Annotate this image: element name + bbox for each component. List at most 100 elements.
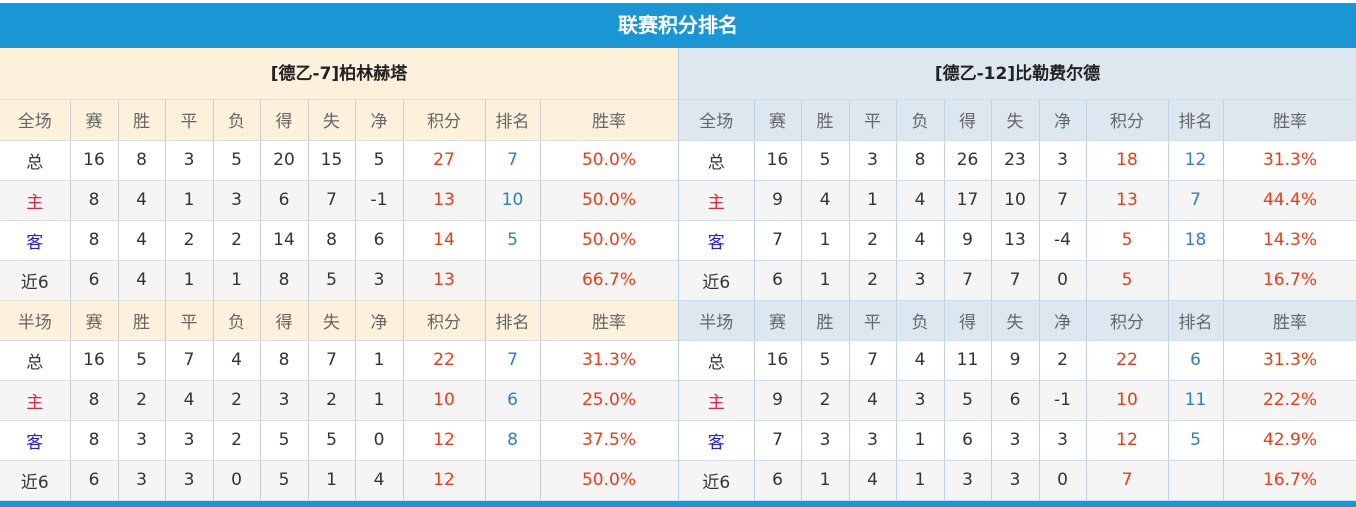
cell: 近6: [679, 260, 755, 301]
cell: 10: [1086, 380, 1169, 421]
column-header: 净: [355, 300, 404, 341]
cell: 22.2%: [1223, 380, 1356, 421]
cell: [1168, 460, 1224, 501]
cell: 4: [355, 460, 404, 501]
cell: 0: [355, 420, 404, 461]
cell: 4: [165, 380, 214, 421]
cell: 3: [213, 180, 261, 221]
column-header: 胜率: [540, 300, 679, 341]
cell: 总: [679, 140, 755, 181]
cell: 16: [70, 340, 119, 381]
column-header: 胜: [118, 100, 166, 141]
column-header: 胜: [801, 100, 850, 141]
cell: 3: [260, 380, 309, 421]
column-header: 平: [165, 300, 214, 341]
cell: 5: [308, 260, 356, 301]
cell: 客: [679, 220, 755, 261]
cell: 1: [308, 460, 356, 501]
cell: 4: [118, 180, 166, 221]
cell: 10: [403, 380, 486, 421]
cell: 4: [896, 340, 945, 381]
cell: 3: [896, 380, 945, 421]
section-header-row: 半场赛胜平负得失净积分 排名 胜率: [679, 300, 1356, 341]
cell: 22: [403, 340, 486, 381]
cell: 5: [801, 140, 850, 181]
section-label: 半场: [0, 300, 71, 341]
table-row: 主 9 4 1 4 17 10 7 13 7 44.4%: [679, 180, 1356, 221]
standings-table: 全场赛胜平负得失净积分 排名 胜率总 16 8 3 5 20 15 5 27 7 50.0% 主 8 4 1 3 6…: [0, 100, 679, 501]
cell: 13: [991, 220, 1040, 261]
column-header: 赛: [70, 100, 119, 141]
cell: 16.7%: [1223, 260, 1356, 301]
cell: 3: [355, 260, 404, 301]
table-row: 客 7 3 3 1 6 3 3 12 5 42.9%: [679, 420, 1356, 461]
cell: 7: [944, 260, 992, 301]
column-header: 排名: [1168, 100, 1224, 141]
cell: 1: [801, 460, 850, 501]
cell: 1: [849, 180, 897, 221]
page-title: 联赛积分排名: [0, 3, 1356, 48]
cell: 8: [260, 260, 309, 301]
cell: 6: [485, 380, 541, 421]
cell: 5: [944, 380, 992, 421]
cell: 主: [0, 180, 71, 221]
cell: 5: [1168, 420, 1224, 461]
cell: 7: [754, 420, 802, 461]
cell: 8: [70, 220, 119, 261]
column-header: 赛: [754, 300, 802, 341]
cell: 5: [1086, 220, 1169, 261]
table-row: 近6 6 1 2 3 7 7 0 5 16.7%: [679, 260, 1356, 301]
cell: 50.0%: [540, 180, 679, 221]
cell: 8: [70, 420, 119, 461]
cell: 6: [991, 380, 1040, 421]
column-header: 净: [1039, 100, 1087, 141]
cell: 3: [1039, 420, 1087, 461]
cell: -4: [1039, 220, 1087, 261]
table-row: 客 7 1 2 4 9 13 -4 5 18 14.3%: [679, 220, 1356, 261]
column-header: 得: [260, 300, 309, 341]
column-header: 积分: [403, 300, 486, 341]
column-header: 负: [213, 100, 261, 141]
cell: 2: [849, 260, 897, 301]
cell: 16: [70, 140, 119, 181]
cell: 66.7%: [540, 260, 679, 301]
cell: 16.7%: [1223, 460, 1356, 501]
cell: 14: [260, 220, 309, 261]
table-row: 客 8 3 3 2 5 5 0 12 8 37.5%: [0, 420, 679, 461]
cell: 3: [801, 420, 850, 461]
column-header: 积分: [1086, 100, 1169, 141]
cell: 8: [260, 340, 309, 381]
column-header: 平: [165, 100, 214, 141]
cell: 7: [1168, 180, 1224, 221]
cell: 2: [213, 220, 261, 261]
table-row: 近6 6 1 4 1 3 3 0 7 16.7%: [679, 460, 1356, 501]
cell: 5: [801, 340, 850, 381]
cell: 8: [70, 380, 119, 421]
column-header: 赛: [754, 100, 802, 141]
cell: 1: [213, 260, 261, 301]
team-name: [德乙-12]比勒费尔德: [679, 48, 1356, 100]
cell: 9: [944, 220, 992, 261]
bottom-bar: [0, 501, 1356, 507]
cell: 3: [896, 260, 945, 301]
cell: 2: [1039, 340, 1087, 381]
cell: 总: [679, 340, 755, 381]
cell: 31.3%: [540, 340, 679, 381]
cell: 1: [355, 380, 404, 421]
cell: 近6: [679, 460, 755, 501]
cell: 7: [991, 260, 1040, 301]
column-header: 失: [308, 100, 356, 141]
cell: 16: [754, 140, 802, 181]
cell: 5: [1086, 260, 1169, 301]
cell: 7: [165, 340, 214, 381]
cell: 8: [118, 140, 166, 181]
cell: 20: [260, 140, 309, 181]
cell: 12: [1168, 140, 1224, 181]
table-row: 总 16 8 3 5 20 15 5 27 7 50.0%: [0, 140, 679, 181]
table-row: 主 9 2 4 3 5 6 -1 10 11 22.2%: [679, 380, 1356, 421]
cell: 18: [1168, 220, 1224, 261]
cell: 11: [944, 340, 992, 381]
cell: 50.0%: [540, 220, 679, 261]
cell: 8: [485, 420, 541, 461]
cell: 近6: [0, 460, 71, 501]
